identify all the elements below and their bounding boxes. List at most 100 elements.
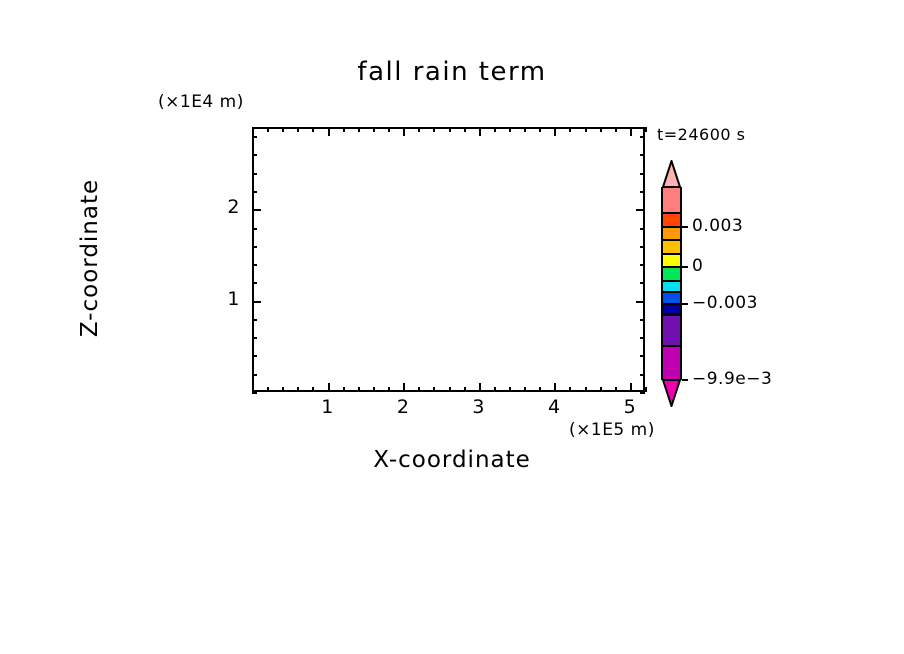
y-minor-tick-right — [640, 319, 645, 321]
x-tick-label: 5 — [623, 396, 637, 418]
y-minor-tick-right — [640, 355, 645, 357]
x-minor-tick-top — [585, 127, 587, 132]
x-minor-tick-top — [600, 127, 602, 132]
y-minor-tick-right — [640, 228, 645, 230]
colorbar-tick-mark — [682, 302, 688, 305]
x-minor-tick-top — [312, 127, 314, 132]
y-axis-title: Z-coordinate — [77, 178, 103, 338]
colorbar-band — [661, 346, 682, 380]
x-tick-label: 1 — [321, 396, 334, 418]
x-minor-tick — [600, 387, 602, 392]
x-minor-tick — [585, 387, 587, 392]
x-minor-tick — [539, 387, 541, 392]
x-minor-tick-top — [494, 127, 496, 132]
colorbar-band — [661, 213, 682, 227]
x-minor-tick-top — [388, 127, 390, 132]
x-tick-label: 3 — [472, 396, 486, 418]
y-minor-tick — [252, 264, 257, 266]
x-minor-tick-top — [252, 127, 254, 132]
y-minor-tick-right — [640, 191, 645, 193]
colorbar-tick-label: −0.003 — [692, 292, 758, 313]
x-major-tick — [479, 383, 481, 392]
x-minor-tick — [282, 387, 284, 392]
x-minor-tick-top — [645, 127, 647, 132]
x-minor-tick-top — [433, 127, 435, 132]
x-major-tick-top — [328, 127, 330, 136]
colorbar-tick-mark — [682, 225, 688, 228]
x-major-tick-top — [479, 127, 481, 136]
x-minor-tick — [449, 387, 451, 392]
y-minor-tick — [252, 154, 257, 156]
y-minor-tick-right — [640, 173, 645, 175]
x-major-tick — [554, 383, 556, 392]
colorbar-band — [661, 226, 682, 241]
y-minor-tick-right — [640, 282, 645, 284]
x-minor-tick — [524, 387, 526, 392]
x-minor-tick-top — [449, 127, 451, 132]
x-minor-tick-top — [343, 127, 345, 132]
colorbar-band — [661, 267, 682, 281]
x-minor-tick-top — [509, 127, 511, 132]
y-minor-tick — [252, 282, 257, 284]
x-minor-tick — [509, 387, 511, 392]
colorbar-tick-label: −9.9e−3 — [692, 369, 773, 389]
y-minor-tick — [252, 228, 257, 230]
colorbar — [661, 187, 682, 380]
x-major-tick-top — [554, 127, 556, 136]
x-minor-tick-top — [524, 127, 526, 132]
x-minor-tick — [252, 387, 254, 392]
y-minor-tick — [252, 246, 257, 248]
colorbar-band — [661, 315, 682, 347]
plot-area — [252, 127, 645, 392]
x-minor-tick — [267, 387, 269, 392]
x-minor-tick-top — [282, 127, 284, 132]
x-minor-tick — [433, 387, 435, 392]
y-major-tick-right — [636, 209, 645, 211]
x-minor-tick-top — [418, 127, 420, 132]
x-axis-units-label: (×1E5 m) — [569, 420, 655, 440]
x-minor-tick — [358, 387, 360, 392]
y-minor-tick-right — [640, 136, 645, 138]
time-annotation: t=24600 s — [657, 125, 746, 144]
y-major-tick-right — [636, 301, 645, 303]
colorbar-tick-mark — [682, 266, 688, 269]
x-minor-tick-top — [373, 127, 375, 132]
y-minor-tick — [252, 337, 257, 339]
x-axis-title: X-coordinate — [373, 447, 531, 473]
x-minor-tick-top — [569, 127, 571, 132]
x-minor-tick — [645, 387, 647, 392]
y-major-tick — [252, 209, 261, 211]
colorbar-band — [661, 292, 682, 304]
colorbar-band — [661, 187, 682, 214]
y-minor-tick — [252, 355, 257, 357]
x-minor-tick — [464, 387, 466, 392]
x-minor-tick — [312, 387, 314, 392]
y-minor-tick-right — [640, 392, 645, 394]
colorbar-tick-label: 0.003 — [692, 215, 744, 236]
x-tick-label: 2 — [396, 396, 410, 418]
y-major-tick — [252, 301, 261, 303]
x-minor-tick-top — [539, 127, 541, 132]
y-minor-tick — [252, 191, 257, 193]
colorbar-band — [661, 240, 682, 254]
x-tick-label: 4 — [548, 396, 561, 418]
x-minor-tick — [297, 387, 299, 392]
colorbar-band — [661, 280, 682, 293]
y-axis-units-label: (×1E4 m) — [158, 92, 244, 112]
x-minor-tick-top — [464, 127, 466, 132]
x-major-tick-top — [630, 127, 632, 136]
y-minor-tick-right — [640, 337, 645, 339]
colorbar-tick-mark — [682, 379, 688, 381]
x-major-tick — [630, 383, 632, 392]
x-minor-tick — [388, 387, 390, 392]
y-minor-tick-right — [640, 374, 645, 376]
y-minor-tick-right — [640, 154, 645, 156]
colorbar-band — [661, 303, 682, 316]
x-minor-tick-top — [358, 127, 360, 132]
x-minor-tick — [615, 387, 617, 392]
y-minor-tick — [252, 319, 257, 321]
x-major-tick-top — [403, 127, 405, 136]
y-minor-tick — [252, 173, 257, 175]
colorbar-band — [661, 253, 682, 268]
